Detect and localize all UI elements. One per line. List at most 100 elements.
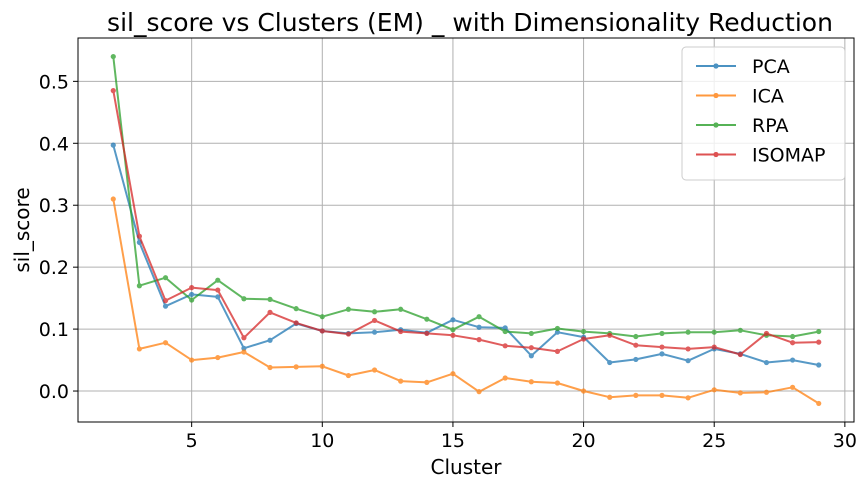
- legend-box: [681, 46, 846, 181]
- data-point-ica: [737, 390, 743, 396]
- data-point-ica: [607, 394, 613, 400]
- x-tick-label: 15: [441, 430, 465, 452]
- data-point-isomap: [763, 330, 770, 337]
- data-point-rpa: [633, 333, 639, 340]
- y-tick-label: 0.3: [39, 195, 69, 217]
- y-tick-label: 0.1: [39, 319, 69, 341]
- y-tick-label: 0.2: [39, 257, 69, 279]
- data-point-rpa: [189, 297, 195, 303]
- data-point-rpa: [737, 327, 743, 333]
- data-point-isomap: [319, 328, 325, 334]
- data-point-isomap: [424, 330, 430, 337]
- data-point-ica: [319, 363, 325, 369]
- y-tick-label: 0.5: [39, 71, 69, 93]
- data-point-isomap: [659, 344, 665, 350]
- data-point-rpa: [580, 328, 587, 335]
- data-point-pca: [241, 345, 247, 351]
- legend-marker-rpa: [713, 122, 719, 128]
- data-point-rpa: [371, 309, 378, 315]
- data-point-isomap: [110, 88, 116, 94]
- data-point-ica: [528, 379, 534, 385]
- data-point-isomap: [502, 343, 508, 349]
- data-point-isomap: [737, 351, 743, 358]
- legend-marker-isomap: [713, 151, 719, 158]
- data-point-rpa: [685, 329, 691, 335]
- data-point-ica: [162, 340, 169, 346]
- data-point-isomap: [816, 339, 822, 345]
- data-point-pca: [110, 142, 116, 148]
- data-point-rpa: [162, 275, 169, 281]
- x-tick-label: 30: [833, 430, 857, 452]
- data-point-ica: [502, 375, 508, 381]
- data-point-rpa: [816, 328, 822, 335]
- data-point-pca: [633, 356, 639, 363]
- data-point-ica: [241, 349, 247, 355]
- data-point-pca: [789, 357, 796, 363]
- y-axis-label: sil_score: [10, 187, 34, 272]
- legend-item-isomap: [696, 151, 736, 158]
- data-point-ica: [476, 389, 482, 395]
- data-point-isomap: [528, 345, 534, 351]
- series-rpa: [110, 53, 822, 340]
- series-line-rpa: [112, 56, 819, 338]
- data-point-ica: [398, 378, 404, 384]
- data-point-rpa: [711, 329, 717, 335]
- data-point-pca: [476, 324, 482, 330]
- data-point-ica: [763, 389, 770, 395]
- plot-frame: [77, 37, 855, 423]
- legend-label-pca: PCA: [752, 56, 790, 78]
- axis-ticks: 5 10 15 20 25 30 0.0 0.1 0.2 0.3 0.4 0.5: [39, 71, 857, 452]
- data-point-pca: [763, 359, 770, 366]
- data-point-isomap: [241, 335, 247, 341]
- x-tick-label: 10: [310, 430, 334, 452]
- legend-label-rpa: RPA: [752, 115, 788, 137]
- data-point-pca: [685, 358, 691, 364]
- data-point-isomap: [398, 328, 404, 335]
- data-point-isomap: [345, 331, 352, 337]
- data-point-ica: [633, 392, 639, 398]
- data-point-ica: [189, 357, 195, 363]
- data-point-rpa: [293, 306, 299, 312]
- series-layer: [110, 53, 822, 407]
- data-point-rpa: [110, 53, 116, 60]
- data-point-ica: [267, 364, 273, 371]
- data-point-ica: [711, 387, 717, 393]
- legend-item-ica: [696, 92, 736, 99]
- data-point-isomap: [633, 342, 639, 348]
- data-point-pca: [528, 353, 534, 359]
- y-tick-label: 0.0: [39, 381, 69, 403]
- data-point-rpa: [554, 325, 561, 332]
- data-point-isomap: [293, 320, 299, 326]
- legend: PCA ICA RPA ISOMAP: [681, 46, 846, 181]
- data-point-rpa: [476, 314, 482, 320]
- data-point-isomap: [215, 287, 221, 293]
- series-isomap: [110, 88, 822, 358]
- data-point-ica: [816, 400, 822, 407]
- series-ica: [110, 196, 822, 407]
- x-tick-label: 5: [186, 430, 198, 452]
- data-point-rpa: [450, 327, 456, 333]
- legend-item-pca: [696, 63, 736, 69]
- data-point-rpa: [241, 296, 247, 302]
- data-point-rpa: [267, 296, 273, 302]
- data-point-ica: [110, 196, 116, 202]
- data-point-ica: [293, 364, 299, 370]
- data-point-ica: [659, 392, 665, 398]
- data-point-ica: [424, 379, 430, 385]
- legend-marker-pca: [713, 63, 719, 69]
- legend-marker-ica: [713, 92, 719, 99]
- data-point-rpa: [528, 330, 534, 337]
- series-line-ica: [112, 198, 820, 405]
- data-point-isomap: [450, 332, 456, 338]
- data-point-isomap: [371, 317, 378, 324]
- data-point-isomap: [189, 285, 195, 291]
- data-point-rpa: [789, 333, 796, 340]
- legend-label-isomap: ISOMAP: [752, 145, 825, 167]
- data-point-ica: [136, 346, 143, 352]
- data-point-isomap: [136, 233, 143, 239]
- data-point-pca: [267, 337, 273, 343]
- data-point-rpa: [424, 316, 430, 322]
- data-point-pca: [189, 291, 195, 298]
- x-axis-label: Cluster: [431, 455, 503, 479]
